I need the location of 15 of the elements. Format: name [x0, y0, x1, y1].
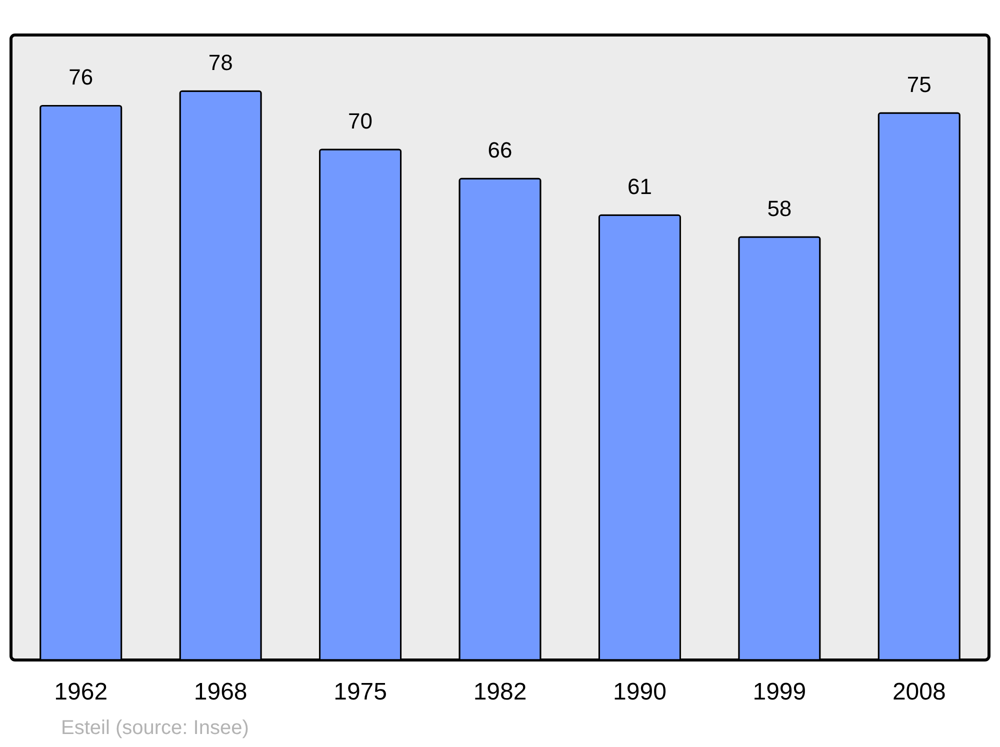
data-label: 76 [68, 64, 94, 90]
data-label: 78 [208, 50, 233, 76]
x-tick-label: 1968 [194, 678, 248, 706]
x-tick-label: 1962 [54, 678, 108, 706]
data-label: 75 [906, 72, 932, 98]
x-tick-label: 2008 [892, 678, 946, 706]
data-label: 61 [627, 174, 652, 200]
x-tick-label: 1982 [473, 678, 527, 706]
x-tick-label: 1999 [752, 678, 806, 706]
data-label: 58 [767, 196, 792, 222]
data-label: 70 [348, 108, 373, 134]
data-label: 66 [488, 138, 512, 163]
text: Esteil (source: Insee) [61, 717, 249, 739]
x-tick-label: 1990 [613, 678, 666, 706]
x-tick-label: 1975 [334, 678, 387, 706]
